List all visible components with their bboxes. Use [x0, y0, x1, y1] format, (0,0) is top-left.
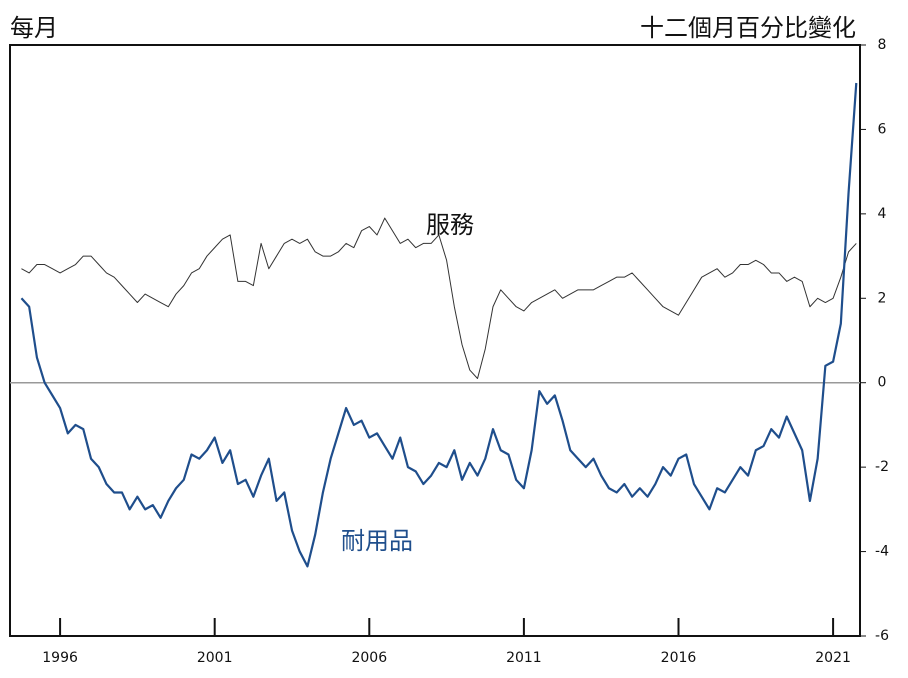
y-tick-label: 2	[878, 290, 887, 306]
y-axis-label: 十二個月百分比變化	[640, 14, 856, 42]
y-tick-label: -4	[875, 544, 889, 560]
x-tick-label: 2011	[506, 650, 542, 666]
x-tick-label: 2006	[351, 650, 387, 666]
y-tick-label: 6	[878, 121, 887, 137]
y-tick-label: -2	[875, 459, 889, 475]
series-line	[20, 82, 858, 568]
series-label: 耐用品	[341, 527, 413, 555]
x-tick-label: 2021	[815, 650, 851, 666]
x-tick-label: 2001	[197, 650, 233, 666]
left-title: 每月	[10, 14, 58, 42]
y-tick-label: 0	[878, 375, 887, 391]
y-tick-label: -6	[875, 628, 889, 644]
x-tick-label: 2016	[661, 650, 697, 666]
series-line	[21, 217, 857, 379]
y-tick-label: 4	[878, 206, 887, 222]
plot-frame	[9, 44, 861, 637]
x-tick-label: 1996	[42, 650, 78, 666]
y-tick-label: 8	[878, 37, 887, 53]
series-label: 服務	[426, 211, 474, 239]
